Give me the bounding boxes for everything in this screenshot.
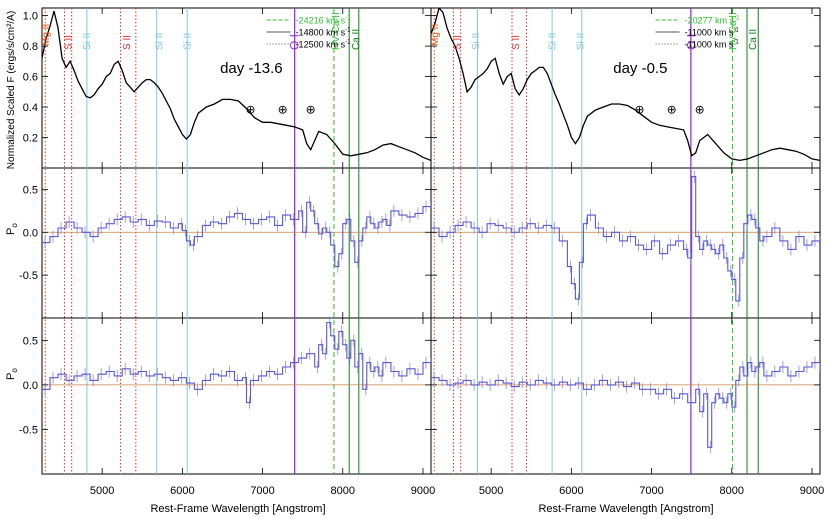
line-id-mg-0: Mg II	[41, 24, 52, 46]
legend-label-0: -24216 km s-1	[296, 16, 352, 26]
legend-label-superscript: -1	[734, 16, 740, 22]
telluric-icon-1: ⊕	[667, 103, 677, 117]
x-axis-label-left: Rest-Frame Wavelength [Angstrom]	[150, 503, 325, 515]
legend-label-superscript: -1	[345, 40, 351, 46]
frame-right-pu	[430, 317, 821, 475]
line-id-si-5: Si II	[575, 33, 586, 50]
chart-layer: Mg II S II Si II S II Si II Si II O I HV Ca II C…	[19, 8, 824, 497]
panel-frames	[41, 7, 821, 475]
pol-y-tick-label-pu: 0.5	[23, 335, 38, 347]
legend-label-0: -20277 km s-1	[685, 16, 741, 26]
x-tick-label: 5000	[479, 485, 503, 497]
line-id-ca-8: Ca II	[351, 29, 362, 50]
y-axis-label-urot-main: P	[5, 373, 17, 380]
line-id-mg-0: Mg II	[430, 24, 441, 46]
x-tick-label: 8000	[720, 485, 744, 497]
x-tick-label: 8000	[331, 485, 355, 497]
y-axis-label-urot: Po	[5, 368, 19, 380]
frame-left-flux	[41, 7, 432, 169]
frame-right-flux	[430, 7, 821, 169]
pol_q-step-line	[42, 201, 431, 268]
pol-y-tick-label-pu: -0.5	[19, 424, 38, 436]
x-tick-label: 7000	[639, 485, 663, 497]
epoch-label: day -0.5	[613, 60, 667, 77]
line-id-si-2: Si II	[471, 33, 482, 50]
legend-label-text: -12500 km s	[296, 40, 346, 50]
line-id-o-6: O I	[685, 34, 699, 50]
legend-label-text: -11000 km s	[685, 28, 734, 38]
telluric-icon-2: ⊕	[695, 103, 705, 117]
line-id-si-4: Si II	[154, 33, 165, 50]
frame-left-pq	[41, 167, 432, 319]
panel-left-plot-area	[42, 8, 431, 474]
legend-label-1: -11000 km s-1	[685, 28, 740, 38]
legend-label-text: -11000 km s	[685, 40, 734, 50]
flux-y-tick-label: 1.0	[23, 11, 38, 23]
flux-y-tick-label: 0.8	[23, 41, 38, 53]
line-id-s-1: S II	[64, 35, 75, 50]
line-id-si-5: Si II	[182, 33, 193, 50]
telluric-icon-0: ⊕	[635, 103, 645, 117]
panel-left: Mg II S II Si II S II Si II Si II O I HV Ca II C…	[19, 8, 435, 497]
line-id-s-3: S II	[122, 35, 133, 50]
legend-label-text: -24216 km s	[296, 16, 346, 26]
pol-y-tick-label-pq: 0.0	[23, 227, 38, 239]
flux-y-tick-label: 0.4	[23, 102, 38, 114]
flux-spectrum-line	[431, 8, 820, 162]
legend-label-text: -14800 km s	[296, 28, 346, 38]
flux-spectrum-line	[42, 10, 431, 162]
legend-label-superscript: -1	[733, 28, 739, 34]
line-id-s-3: S II	[511, 35, 522, 50]
pol_q-step-line	[431, 176, 820, 302]
y-axis-label-urot-sub: o	[10, 368, 19, 373]
pol_q-error-bars	[44, 196, 427, 273]
legend-label-1: -14800 km s-1	[296, 28, 352, 38]
pol_u-error-bars	[44, 316, 427, 409]
epoch-label: day -13.6	[220, 60, 283, 77]
line-id-ca-8: Ca II	[748, 29, 759, 50]
x-tick-label: 7000	[250, 485, 274, 497]
velocity-legend: -20277 km s-1-11000 km s-1-11000 km s-1	[655, 16, 741, 50]
line-id-hvca-7: HV Ca II	[331, 12, 342, 50]
legend-label-superscript: -1	[345, 28, 351, 34]
x-tick-label: 9000	[800, 485, 824, 497]
x-tick-label: 9000	[411, 485, 435, 497]
x-tick-label: 6000	[559, 485, 583, 497]
panel-right-plot-area	[431, 8, 820, 474]
line-id-o-6: O I	[288, 34, 302, 50]
line-id-si-4: Si II	[547, 33, 558, 50]
pol-y-tick-label-pq: -0.5	[19, 270, 38, 282]
flux-y-tick-label: 0.6	[23, 72, 38, 84]
y-axis-label-flux: Normalized Scaled F (ergs/s/cm²/A)	[6, 11, 17, 169]
panel-right: Mg II S II Si II S II Si II Si II O I HV Ca II C…	[430, 8, 824, 497]
line-id-hvca-7: HV Ca II	[728, 12, 739, 50]
pol_u-step-line	[431, 362, 820, 448]
legend-label-superscript: -1	[733, 40, 739, 46]
line-id-si-2: Si II	[82, 33, 93, 50]
pol_q-error-bars	[433, 170, 816, 307]
frame-right-pq	[430, 167, 821, 319]
pol_u-step-line	[42, 321, 431, 404]
y-axis-label-qrsp-sub: o	[10, 223, 19, 228]
pol-y-tick-label-pq: 0.5	[23, 184, 38, 196]
x-tick-label: 6000	[170, 485, 194, 497]
legend-label-text: -20277 km s	[685, 16, 735, 26]
legend-label-superscript: -1	[345, 16, 351, 22]
telluric-icon-0: ⊕	[246, 103, 256, 117]
telluric-icon-1: ⊕	[278, 103, 288, 117]
y-axis-label-qrsp-main: P	[5, 228, 17, 235]
legend-label-2: -12500 km s-1	[296, 40, 352, 50]
flux-y-tick-label: 0.2	[23, 133, 38, 145]
x-axis-label-right: Rest-Frame Wavelength [Angstrom]	[538, 503, 713, 515]
legend-label-2: -11000 km s-1	[685, 40, 740, 50]
telluric-icon-2: ⊕	[306, 103, 316, 117]
line-id-s-1: S II	[453, 35, 464, 50]
x-tick-label: 5000	[90, 485, 114, 497]
frame-left-pu	[41, 317, 432, 475]
y-axis-label-qrsp: Po	[5, 223, 19, 235]
pol_u-error-bars	[433, 356, 816, 454]
pol-y-tick-label-pu: 0.0	[23, 380, 38, 392]
velocity-legend: -24216 km s-1-14800 km s-1-12500 km s-1	[266, 16, 352, 50]
